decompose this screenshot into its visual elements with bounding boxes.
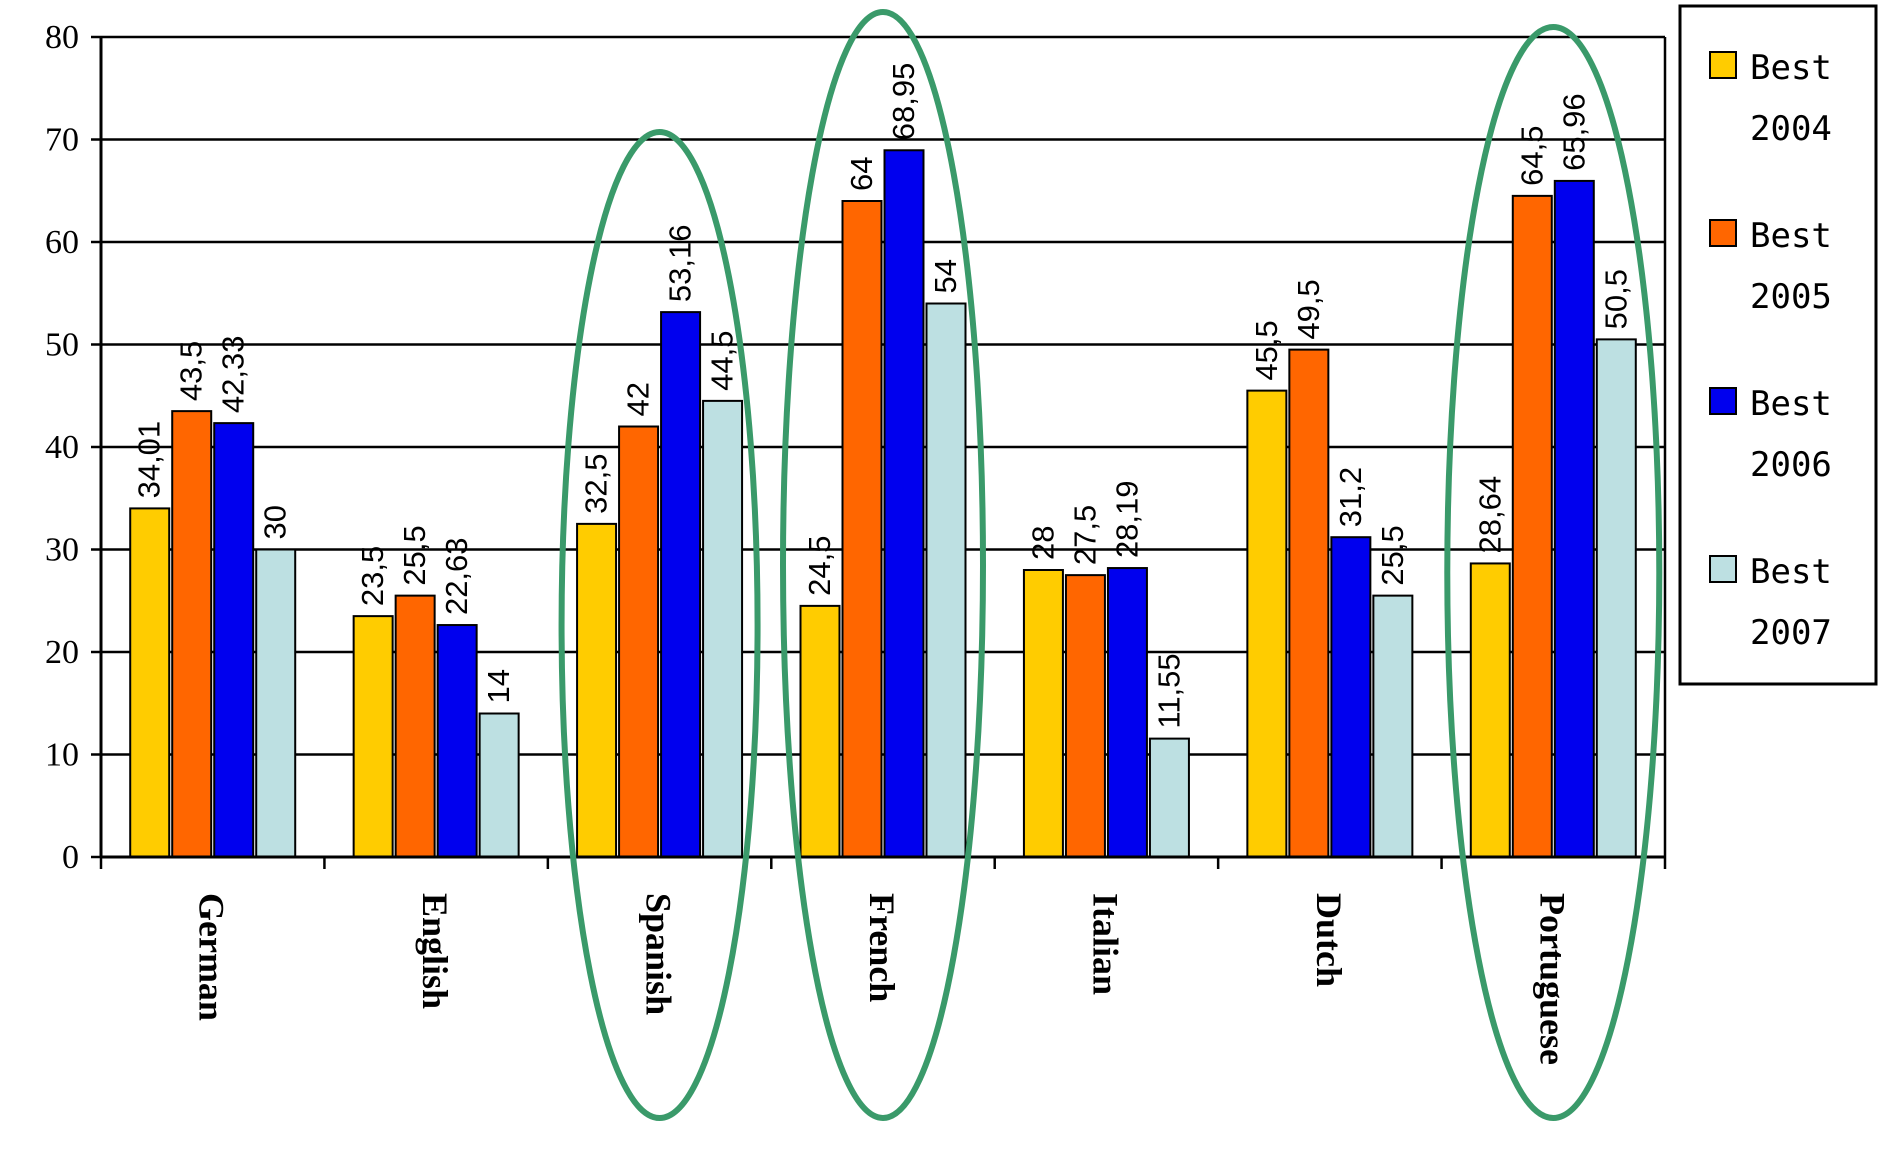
data-label: 25,5	[397, 525, 432, 585]
bar	[352, 615, 394, 858]
bar	[1595, 338, 1637, 858]
data-label: 30	[258, 505, 293, 539]
category-label: Dutch	[1309, 893, 1349, 987]
legend-swatch	[1709, 51, 1737, 79]
category-label: German	[192, 893, 232, 1021]
bar	[1246, 389, 1288, 858]
data-label: 32,5	[579, 454, 614, 514]
bar	[841, 200, 883, 858]
data-label: 43,5	[174, 341, 209, 401]
axes	[91, 35, 1667, 869]
bar	[436, 624, 478, 858]
bar	[1148, 737, 1190, 858]
legend-label: Best	[1750, 552, 1832, 592]
bar	[1106, 567, 1148, 858]
data-label: 44,5	[705, 331, 740, 391]
bar	[129, 507, 171, 858]
data-label: 31,2	[1333, 467, 1368, 527]
highlight-ellipses	[558, 9, 1663, 1121]
category-label: French	[862, 893, 902, 1002]
highlight-ellipse	[780, 9, 986, 1121]
legend-label: Best	[1750, 216, 1832, 256]
data-label: 23,5	[355, 546, 390, 606]
bar	[1022, 569, 1064, 858]
y-tick-label: 20	[45, 634, 79, 671]
y-axis-ticks: 0 10 20 30 40 50 60 70 80	[45, 19, 79, 876]
bar	[883, 149, 925, 858]
legend-label-year: 2007	[1750, 613, 1832, 653]
data-label: 28,19	[1109, 480, 1144, 558]
category-label: Portuguese	[1532, 893, 1572, 1065]
data-label: 53,16	[663, 225, 698, 303]
data-label: 42	[621, 382, 656, 416]
data-label: 25,5	[1375, 525, 1410, 585]
data-label: 45,5	[1249, 320, 1284, 380]
bar	[394, 594, 436, 858]
highlight-ellipse	[558, 129, 761, 1121]
bar	[618, 425, 660, 858]
data-label: 54	[928, 259, 963, 293]
bar	[702, 399, 744, 858]
y-tick-label: 30	[45, 532, 79, 569]
data-label: 64,5	[1514, 126, 1549, 186]
data-label: 50,5	[1598, 269, 1633, 329]
y-tick-label: 40	[45, 429, 79, 466]
gridlines	[101, 35, 1665, 756]
bar	[213, 422, 255, 858]
bar	[799, 604, 841, 858]
category-label: Italian	[1085, 893, 1125, 995]
bar	[925, 302, 967, 858]
bar	[660, 311, 702, 858]
y-tick-label: 50	[45, 327, 79, 364]
data-label: 65,96	[1556, 93, 1591, 171]
legend-label-year: 2006	[1750, 445, 1832, 485]
data-label: 11,55	[1151, 653, 1186, 728]
bar	[478, 712, 520, 858]
y-tick-label: 80	[45, 19, 79, 56]
data-label: 68,95	[886, 63, 921, 141]
data-label: 14	[481, 669, 516, 703]
data-label: 28,64	[1472, 476, 1507, 554]
data-label: 28	[1025, 526, 1060, 560]
y-tick-label: 60	[45, 224, 79, 261]
legend-label-year: 2005	[1750, 277, 1832, 317]
highlight-ellipse	[1444, 24, 1663, 1121]
y-tick-label: 10	[45, 737, 79, 774]
bar	[1511, 194, 1553, 858]
legend-label: Best	[1750, 384, 1832, 424]
bar	[1553, 179, 1595, 859]
data-label: 42,33	[216, 336, 251, 414]
legend-label: Best	[1750, 48, 1832, 88]
bar	[255, 548, 297, 858]
legend: Best 2004 Best 2005 Best 2006 Best 2007	[1678, 4, 1878, 686]
bar	[1064, 574, 1106, 858]
data-label: 64	[844, 157, 879, 191]
bar	[1330, 536, 1372, 858]
data-label: 34,01	[132, 421, 167, 499]
category-label: English	[415, 893, 455, 1009]
data-label: 27,5	[1067, 505, 1102, 565]
legend-swatch	[1709, 387, 1737, 415]
x-axis-categories: German English Spanish French Italian Dutch Po…	[192, 893, 1573, 1065]
bar	[576, 522, 618, 858]
legend-swatch	[1709, 555, 1737, 583]
bar	[171, 410, 213, 858]
bars	[129, 149, 1637, 859]
y-tick-label: 70	[45, 122, 79, 159]
legend-label-year: 2004	[1750, 109, 1832, 149]
data-label: 24,5	[802, 536, 837, 596]
bar	[1469, 562, 1511, 858]
category-label: Spanish	[639, 893, 679, 1015]
data-label: 49,5	[1291, 279, 1326, 339]
bar	[1288, 348, 1330, 858]
bar	[1372, 594, 1414, 858]
legend-swatch	[1709, 219, 1737, 247]
data-label: 22,63	[439, 537, 474, 615]
y-tick-label: 0	[62, 839, 79, 876]
